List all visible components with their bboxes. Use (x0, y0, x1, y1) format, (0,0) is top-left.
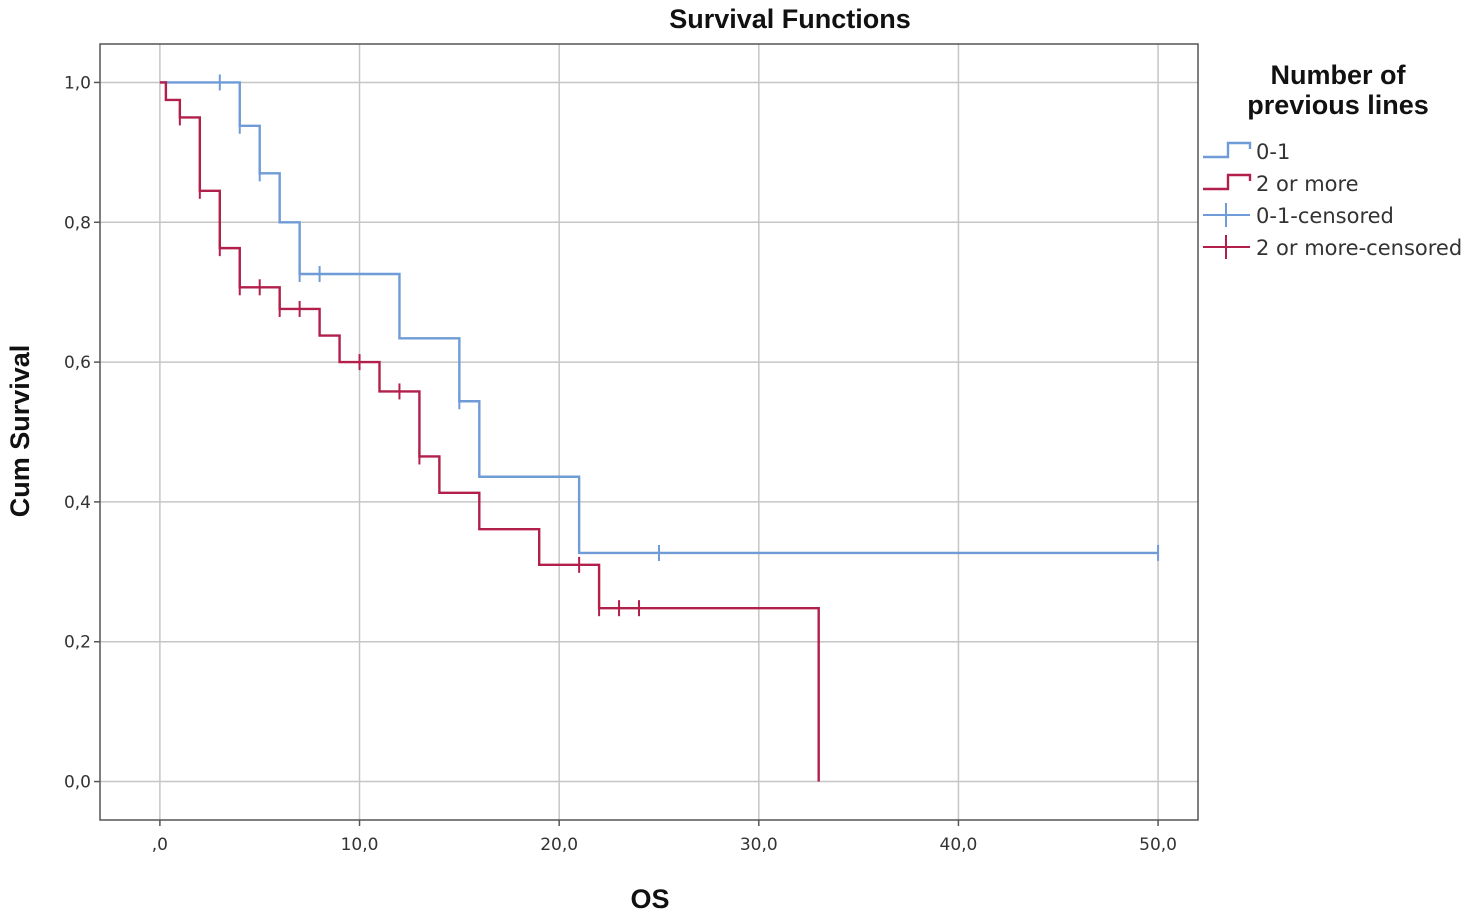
grid (100, 44, 1198, 820)
legend-item: 2 or more (1203, 172, 1359, 196)
series-0-1 (159, 74, 1160, 561)
legend-label: 0-1-censored (1256, 204, 1394, 228)
y-tick-label: 0,8 (64, 213, 91, 233)
legend-item: 2 or more-censored (1203, 235, 1462, 260)
legend-step-swatch (1203, 141, 1252, 159)
y-axis-label: Cum Survival (5, 345, 35, 518)
chart-title: Survival Functions (669, 4, 911, 34)
y-tick-label: 0,4 (64, 493, 91, 513)
legend-label: 0-1 (1256, 140, 1290, 164)
legend-step-swatch (1203, 173, 1252, 191)
series-2-or-more (159, 81, 820, 782)
x-tick-label: 40,0 (940, 835, 978, 855)
legend-label: 2 or more (1256, 172, 1359, 196)
x-tick-label: 50,0 (1139, 835, 1177, 855)
legend-title-line-2: previous lines (1247, 90, 1429, 120)
x-axis-ticks: ,0 10,0 20,0 30,0 40,0 50,0 (152, 820, 1177, 855)
survival-step-line (159, 81, 820, 782)
survival-step-line (159, 81, 1159, 555)
x-tick-label: 30,0 (740, 835, 778, 855)
x-tick-label: 10,0 (341, 835, 379, 855)
x-tick-label: 20,0 (540, 835, 578, 855)
y-tick-label: 0,2 (64, 633, 91, 653)
series-layer (159, 74, 1160, 782)
y-tick-label: 0,6 (64, 353, 91, 373)
legend-label: 2 or more-censored (1256, 236, 1462, 260)
legend: Number of previous lines 0-1 2 or more 0-1… (1203, 60, 1462, 260)
y-axis-ticks: 0,0 0,2 0,4 0,6 0,8 1,0 (64, 73, 100, 793)
plot-frame (99, 43, 1199, 821)
y-tick-label: 1,0 (64, 73, 91, 93)
y-tick-label: 0,0 (64, 773, 91, 793)
legend-item: 0-1-censored (1203, 203, 1394, 228)
x-tick-label: ,0 (152, 835, 168, 855)
x-axis-label: OS (630, 884, 669, 914)
legend-item: 0-1 (1203, 140, 1290, 164)
legend-title-line-1: Number of (1271, 60, 1407, 90)
